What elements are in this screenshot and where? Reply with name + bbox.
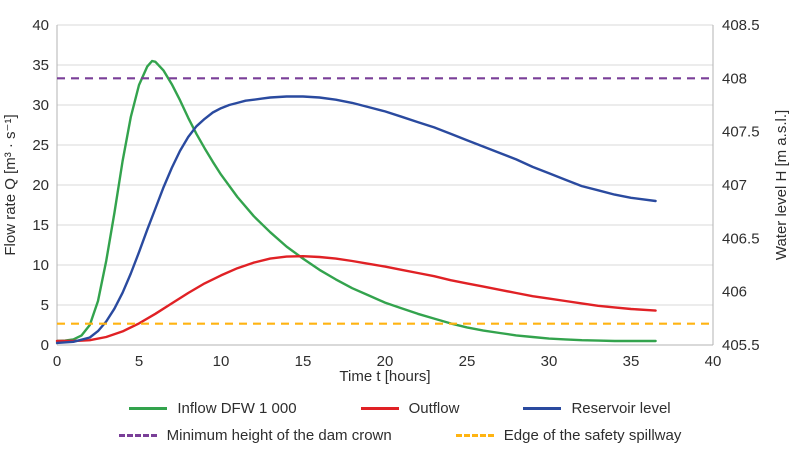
x-tick-label: 15 xyxy=(295,353,312,370)
y-left-tick-label: 15 xyxy=(32,217,49,234)
legend-item-dam-crown: Minimum height of the dam crown xyxy=(118,427,392,444)
legend-label-spillway: Edge of the safety spillway xyxy=(503,427,682,444)
y-left-tick-label: 40 xyxy=(32,17,49,34)
inflow-line-swatch xyxy=(129,407,168,410)
y-left-tick-label: 25 xyxy=(32,137,49,154)
reservoir-line-swatch xyxy=(523,407,562,410)
y-left-axis-title: Flow rate Q [m³ · s⁻¹] xyxy=(2,114,19,255)
x-tick-label: 35 xyxy=(623,353,640,370)
legend-label-reservoir-level: Reservoir level xyxy=(571,400,671,417)
legend-label-inflow: Inflow DFW 1 000 xyxy=(177,400,297,417)
outflow-line-swatch xyxy=(360,407,399,410)
legend-label-dam-crown: Minimum height of the dam crown xyxy=(166,427,392,444)
plot-area: Flow rate Q [m³ · s⁻¹] Water level H [m … xyxy=(2,17,790,385)
y-right-tick-label: 408.5 xyxy=(722,17,760,34)
legend: Inflow DFW 1 000 Outflow Reservoir level… xyxy=(0,393,800,449)
x-tick-label: 10 xyxy=(213,353,230,370)
y-left-tick-label: 10 xyxy=(32,257,49,274)
x-tick-label: 5 xyxy=(135,353,143,370)
y-left-tick-label: 35 xyxy=(32,57,49,74)
x-tick-label: 25 xyxy=(459,353,476,370)
legend-item-outflow: Outflow xyxy=(360,400,460,417)
y-left-tick-label: 5 xyxy=(41,297,49,314)
x-axis-title: Time t [hours] xyxy=(339,368,430,385)
dam-crown-dashed-swatch xyxy=(118,434,157,437)
y-left-tick-label: 30 xyxy=(32,97,49,114)
legend-row-2: Minimum height of the dam crown Edge of … xyxy=(0,422,800,449)
legend-item-reservoir-level: Reservoir level xyxy=(523,400,671,417)
legend-label-outflow: Outflow xyxy=(408,400,460,417)
legend-row-1: Inflow DFW 1 000 Outflow Reservoir level xyxy=(0,395,800,422)
y-right-tick-label: 405.5 xyxy=(722,337,760,354)
y-right-tick-label: 408 xyxy=(722,70,747,87)
legend-item-spillway: Edge of the safety spillway xyxy=(455,427,682,444)
series-line-2 xyxy=(55,95,657,345)
y-right-tick-label: 406.5 xyxy=(722,230,760,247)
legend-item-inflow: Inflow DFW 1 000 xyxy=(129,400,297,417)
y-right-tick-label: 407.5 xyxy=(722,124,760,141)
x-tick-label: 40 xyxy=(705,353,722,370)
y-left-tick-label: 0 xyxy=(41,337,49,354)
spillway-dashed-swatch xyxy=(455,434,494,437)
y-right-tick-label: 407 xyxy=(722,177,747,194)
y-left-tick-label: 20 xyxy=(32,177,49,194)
x-tick-label: 20 xyxy=(377,353,394,370)
series-line-0 xyxy=(55,59,657,343)
series-line-1 xyxy=(55,255,657,343)
y-right-tick-label: 406 xyxy=(722,284,747,301)
x-tick-label: 0 xyxy=(53,353,61,370)
x-tick-label: 30 xyxy=(541,353,558,370)
y-right-axis-title: Water level H [m a.s.l.] xyxy=(773,110,790,260)
